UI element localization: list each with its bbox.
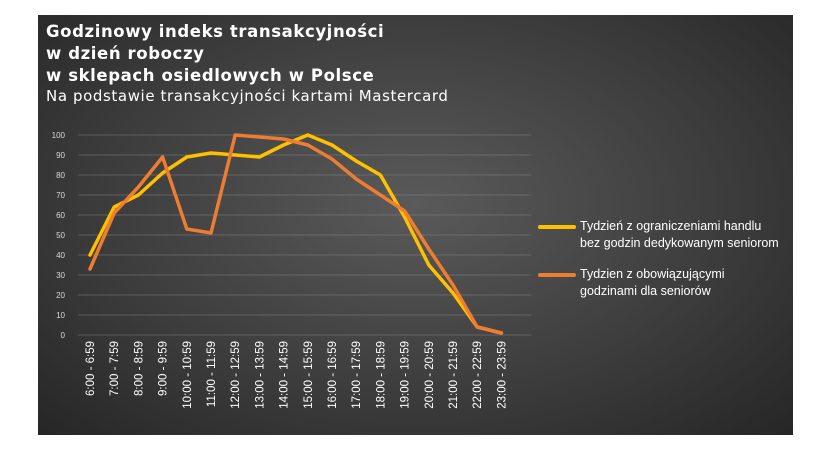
x-tick-label: 17:00 - 17:59	[351, 341, 363, 409]
legend-label-series-2: Tydzien z obowiązującymi godzinami dla s…	[580, 267, 725, 298]
series-line-2	[88, 133, 504, 335]
series-line-1	[88, 133, 504, 335]
x-tick-label: 16:00 - 16:59	[327, 341, 339, 409]
y-tick-label: 30	[56, 271, 65, 280]
x-tick-label: 9:00 - 9:59	[158, 341, 170, 396]
line-chart: 0 10 20 30 40 50 60 70 80 90 100 6:00 - 6:59 7:00 - …	[52, 131, 532, 409]
y-tick-label: 60	[56, 211, 65, 220]
y-tick-label: 70	[56, 191, 65, 200]
y-tick-label: 40	[56, 251, 65, 260]
x-tick-label: 21:00 - 21:59	[448, 341, 460, 409]
y-tick-label: 10	[56, 311, 65, 320]
x-tick-label: 20:00 - 20:59	[424, 341, 436, 409]
y-tick-label: 90	[56, 151, 65, 160]
chart-title: Godzinowy indeks transakcyjności w dzień…	[46, 21, 384, 87]
legend-label-series-1: Tydzień z ograniczeniami handlu bez godz…	[580, 219, 779, 250]
legend-item-series-1: Tydzień z ograniczeniami handlu bez godz…	[534, 218, 784, 252]
x-tick-label: 8:00 - 8:59	[133, 341, 145, 396]
x-tick-label: 11:00 - 11:59	[206, 341, 218, 407]
title-line-3: w sklepach osiedlowych w Polsce	[46, 66, 375, 85]
chart-subtitle: Na podstawie transakcyjności kartami Mas…	[46, 87, 449, 105]
x-tick-label: 12:00 - 12:59	[230, 341, 242, 409]
x-tick-label: 15:00 - 15:59	[303, 341, 315, 409]
y-tick-label: 0	[61, 331, 66, 340]
y-tick-label: 100	[52, 131, 66, 140]
y-tick-label: 80	[56, 171, 65, 180]
y-tick-label: 50	[56, 231, 65, 240]
title-line-1: Godzinowy indeks transakcyjności	[46, 22, 385, 41]
x-tick-label: 22:00 - 22:59	[472, 341, 484, 409]
chart-legend: Tydzień z ograniczeniami handlu bez godz…	[534, 218, 784, 314]
legend-swatch-series-1	[538, 225, 576, 229]
x-tick-label: 18:00 - 18:59	[375, 341, 387, 409]
x-tick-label: 19:00 - 19:59	[400, 341, 412, 409]
x-tick-label: 7:00 - 7:59	[109, 341, 121, 396]
x-tick-label: 10:00 - 10:59	[182, 341, 194, 409]
y-tick-label: 20	[56, 291, 65, 300]
legend-swatch-series-2	[538, 273, 576, 277]
x-tick-label: 23:00 - 23:59	[496, 341, 508, 409]
x-tick-label: 13:00 - 13:59	[254, 341, 266, 409]
x-tick-label: 6:00 - 6:59	[85, 341, 97, 396]
legend-item-series-2: Tydzien z obowiązującymi godzinami dla s…	[534, 266, 784, 300]
x-tick-label: 14:00 - 14:59	[279, 341, 291, 409]
title-line-2: w dzień roboczy	[46, 44, 205, 63]
chart-panel: Godzinowy indeks transakcyjności w dzień…	[38, 15, 793, 435]
